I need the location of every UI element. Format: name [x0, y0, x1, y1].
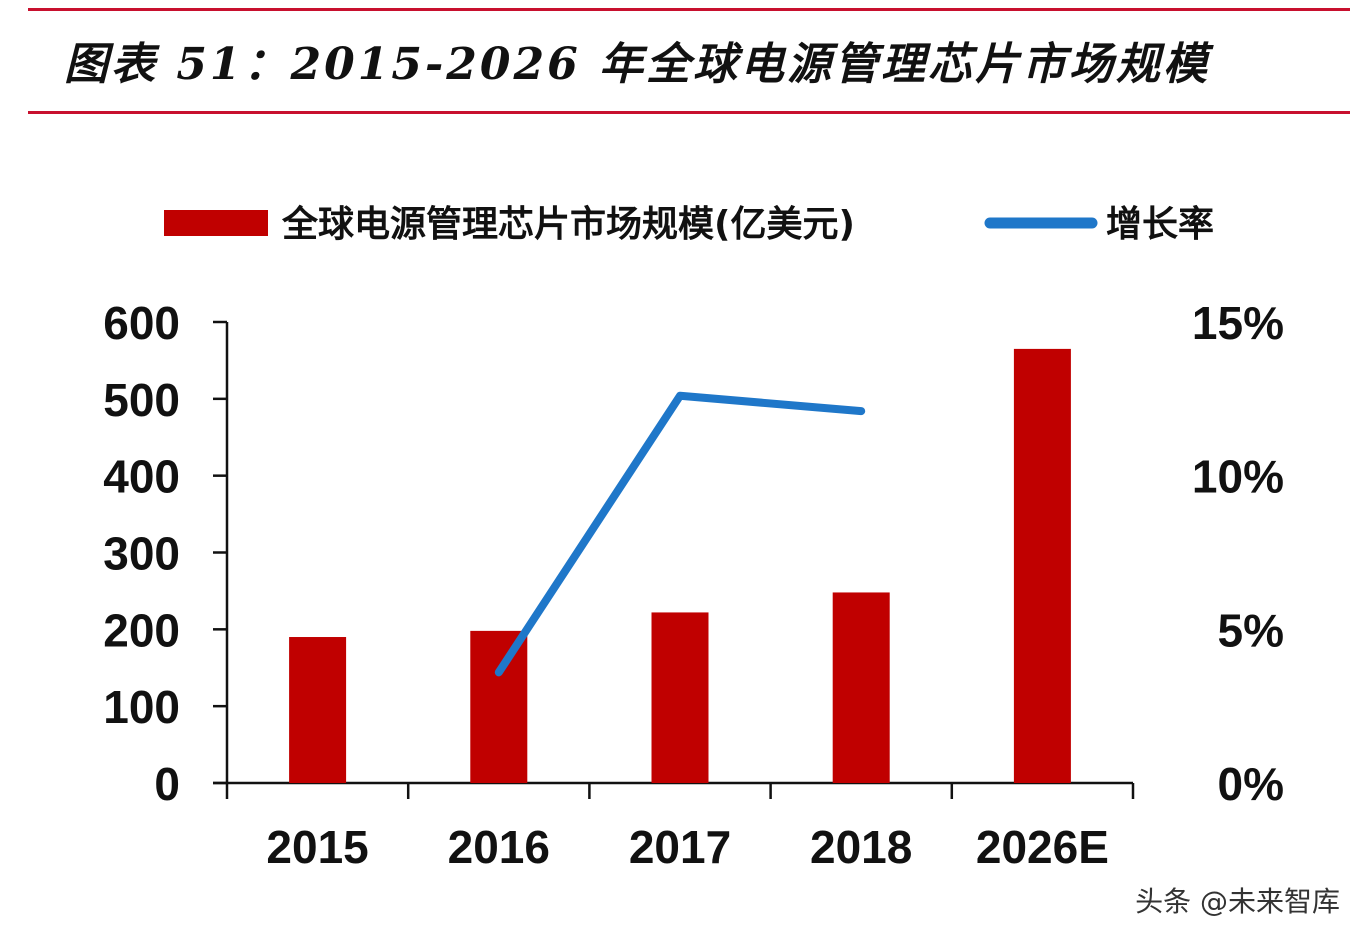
legend: 全球电源管理芯片市场规模(亿美元) 增长率 [164, 203, 1214, 245]
title-rule-bottom [28, 111, 1350, 114]
left-tick-label: 300 [103, 528, 180, 580]
left-tick-label: 500 [103, 374, 180, 426]
axes: 0 100 200 300 400 500 600 0% 5% 10% 15% 2015 2016 201… [103, 297, 1284, 873]
bar-series [289, 348, 1071, 783]
right-tick-label: 10% [1192, 451, 1284, 503]
line-series [494, 391, 866, 677]
bar-2018 [832, 592, 890, 783]
x-tick-label: 2015 [266, 821, 368, 873]
bar-2015 [289, 637, 347, 783]
bar-2026E [1013, 348, 1071, 783]
right-tick-label: 5% [1218, 604, 1284, 656]
right-tick-label: 15% [1192, 297, 1284, 349]
left-tick-label: 200 [103, 604, 180, 656]
legend-label-line: 增长率 [1106, 204, 1214, 245]
title-rule-top [28, 8, 1350, 11]
left-tick-label: 100 [103, 681, 180, 733]
page-title: 图表 51：2015-2026 年全球电源管理芯片市场规模 [64, 39, 1211, 90]
bar-2016 [470, 630, 528, 783]
legend-label-bar: 全球电源管理芯片市场规模(亿美元) [281, 203, 855, 245]
left-tick-label: 0 [154, 758, 180, 810]
x-tick-label: 2017 [629, 821, 731, 873]
right-tick-label: 0% [1218, 758, 1284, 810]
left-tick-label: 600 [103, 297, 180, 349]
bar-2017 [651, 612, 709, 783]
left-tick-label: 400 [103, 451, 180, 503]
x-tick-label: 2026E [976, 821, 1109, 873]
x-tick-label: 2018 [810, 821, 912, 873]
x-tick-label: 2016 [448, 821, 550, 873]
legend-swatch-bar [164, 210, 268, 236]
watermark: 头条 @未来智库 [1135, 885, 1340, 918]
